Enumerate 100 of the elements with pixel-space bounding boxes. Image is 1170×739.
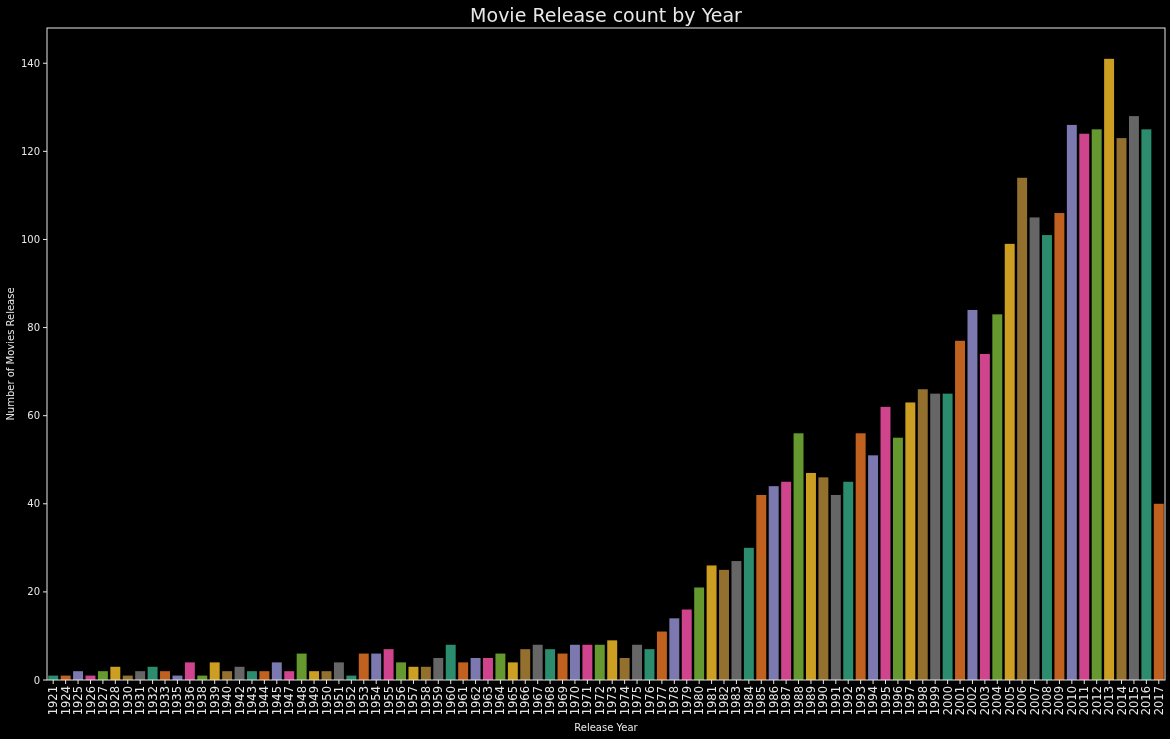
bar xyxy=(1153,503,1164,680)
y-tick-label: 40 xyxy=(27,498,40,510)
x-tick-label: 1967 xyxy=(530,686,545,716)
y-tick-label: 120 xyxy=(20,145,40,157)
x-tick-label: 1930 xyxy=(120,686,135,716)
x-tick-label: 2001 xyxy=(953,686,968,716)
x-tick-label: 2013 xyxy=(1102,686,1117,716)
bar xyxy=(433,657,444,680)
x-tick-label: 1971 xyxy=(580,686,595,716)
x-tick-label: 2007 xyxy=(1027,686,1042,716)
x-tick-label: 1938 xyxy=(195,686,210,716)
bar xyxy=(694,587,705,680)
x-tick-label: 1935 xyxy=(170,686,185,716)
bar xyxy=(73,671,84,680)
x-tick-label: 1942 xyxy=(232,686,247,716)
x-tick-label: 1990 xyxy=(816,686,831,716)
x-tick-label: 1953 xyxy=(356,686,371,716)
x-tick-label: 1984 xyxy=(741,686,756,716)
x-tick-label: 2008 xyxy=(1040,686,1055,716)
x-tick-label: 1932 xyxy=(145,686,160,716)
bar xyxy=(97,671,108,680)
bar xyxy=(656,631,667,680)
x-tick-label: 1952 xyxy=(344,686,359,716)
x-tick-label: 1982 xyxy=(717,686,732,716)
x-tick-label: 1970 xyxy=(567,686,582,716)
bar xyxy=(495,653,506,680)
x-tick-label: 1943 xyxy=(244,686,259,716)
bar xyxy=(247,671,257,680)
bar xyxy=(880,406,891,680)
x-tick-label: 1997 xyxy=(903,686,918,716)
x-tick-label: 1925 xyxy=(71,686,86,716)
bar xyxy=(483,657,493,680)
x-tick-label: 1956 xyxy=(394,686,409,716)
x-tick-label: 2002 xyxy=(965,686,980,716)
bar xyxy=(569,644,580,680)
bar xyxy=(830,494,841,680)
x-tick-label: 1950 xyxy=(319,686,334,716)
x-tick-label: 1965 xyxy=(505,686,520,716)
bar xyxy=(1004,243,1015,680)
x-tick-label: 1974 xyxy=(617,686,632,716)
x-tick-label: 1963 xyxy=(481,686,496,716)
bar xyxy=(1116,138,1127,680)
bar xyxy=(868,455,879,680)
x-tick-label: 1996 xyxy=(890,686,905,716)
bar xyxy=(234,666,245,680)
x-tick-label: 1985 xyxy=(754,686,769,716)
bar xyxy=(408,666,419,680)
bar xyxy=(905,402,916,680)
y-tick-label: 140 xyxy=(20,57,40,69)
bar xyxy=(1141,129,1152,680)
x-tick-label: 1928 xyxy=(108,686,123,716)
bar xyxy=(731,561,742,680)
bar xyxy=(1066,124,1077,680)
x-tick-label: 2014 xyxy=(1114,686,1129,716)
bar xyxy=(806,472,816,680)
x-tick-label: 1955 xyxy=(381,686,396,716)
x-tick-label: 1951 xyxy=(331,686,346,716)
bar xyxy=(358,653,369,680)
x-tick-label: 2006 xyxy=(1015,686,1030,716)
x-tick-label: 1966 xyxy=(518,686,533,716)
x-tick-label: 1983 xyxy=(729,686,744,716)
bar xyxy=(532,644,543,680)
bar xyxy=(110,666,121,680)
x-tick-label: 2003 xyxy=(977,686,992,716)
bar xyxy=(942,393,953,680)
chart-title: Movie Release count by Year xyxy=(470,4,743,26)
x-tick-label: 1924 xyxy=(58,686,73,716)
x-tick-label: 1991 xyxy=(828,686,843,716)
bar xyxy=(470,657,481,680)
x-tick-label: 1958 xyxy=(418,686,433,716)
x-tick-label: 1986 xyxy=(766,686,781,716)
bar xyxy=(1054,213,1065,680)
y-tick-label: 0 xyxy=(33,674,40,686)
bar xyxy=(843,481,854,680)
x-tick-label: 1926 xyxy=(83,686,98,716)
bar xyxy=(507,662,518,680)
bar xyxy=(520,649,531,680)
x-tick-label: 1992 xyxy=(841,686,856,716)
y-axis-title: Number of Movies Release xyxy=(5,287,16,421)
x-tick-label: 1968 xyxy=(543,686,558,716)
x-tick-label: 1981 xyxy=(704,686,719,716)
x-tick-label: 1972 xyxy=(592,686,607,716)
x-tick-label: 1949 xyxy=(307,686,322,716)
x-tick-label: 1933 xyxy=(158,686,173,716)
x-tick-label: 1969 xyxy=(555,686,570,716)
bar xyxy=(669,618,680,680)
x-tick-label: 2016 xyxy=(1139,686,1154,716)
x-tick-label: 1999 xyxy=(928,686,943,716)
bar xyxy=(1104,58,1115,680)
x-tick-label: 1976 xyxy=(642,686,657,716)
bar xyxy=(545,649,556,680)
bar xyxy=(333,662,344,680)
y-tick-label: 80 xyxy=(27,322,40,334)
bar xyxy=(383,649,394,680)
x-tick-label: 1973 xyxy=(605,686,620,716)
x-tick-label: 1921 xyxy=(46,686,61,716)
x-tick-label: 1975 xyxy=(630,686,645,716)
y-tick-label: 20 xyxy=(27,586,40,598)
bar xyxy=(892,437,903,680)
x-tick-label: 1931 xyxy=(133,686,148,716)
